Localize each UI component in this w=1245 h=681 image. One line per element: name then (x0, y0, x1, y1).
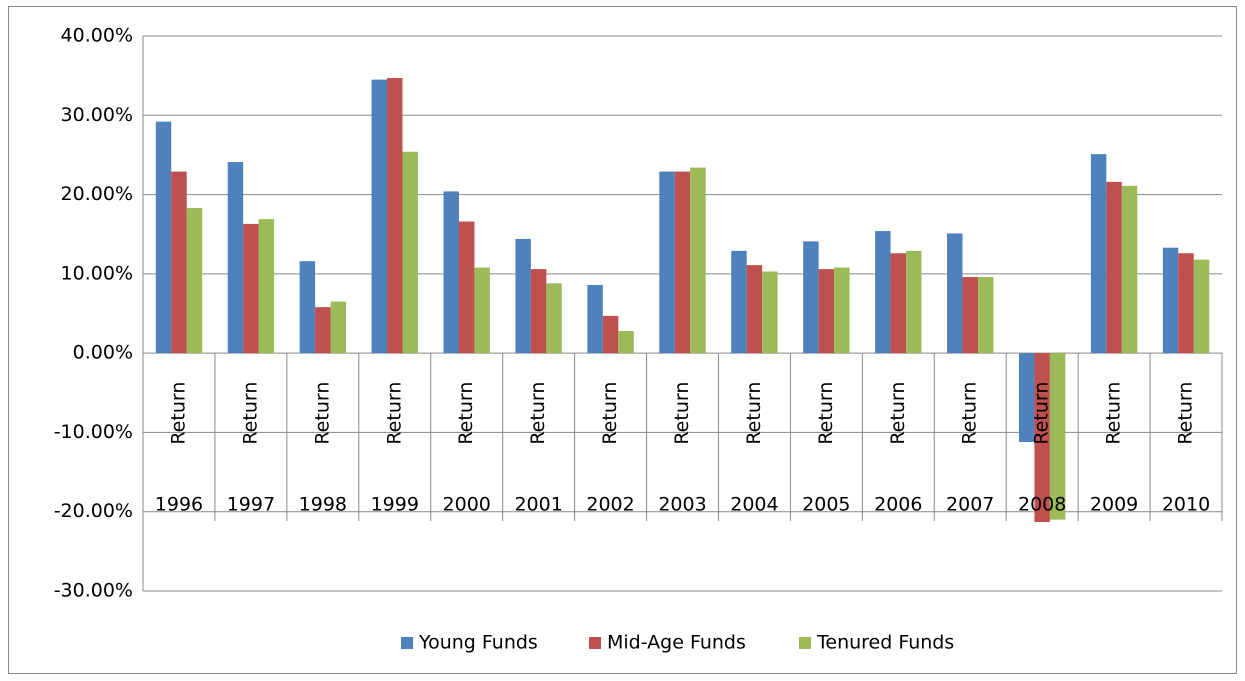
bar (659, 171, 675, 354)
x-sublabel: Return (671, 382, 693, 445)
x-tick-label: 1999 (371, 494, 419, 516)
legend-label: Mid-Age Funds (607, 632, 746, 654)
legend-swatch (589, 637, 601, 649)
bar (587, 284, 603, 354)
bar (371, 79, 388, 354)
bar (171, 171, 187, 354)
x-sublabel: Return (239, 382, 261, 445)
bar (330, 301, 347, 354)
bar (947, 233, 963, 354)
bar (875, 231, 891, 354)
bar (602, 315, 619, 354)
bar (402, 151, 418, 354)
x-tick-label: 1998 (299, 494, 347, 516)
bar (834, 267, 850, 354)
y-tick-label: -10.00% (54, 421, 133, 443)
x-sublabel: Return (959, 382, 981, 445)
bar (530, 269, 547, 354)
x-tick-label: 2003 (658, 494, 706, 516)
bar (818, 269, 835, 354)
x-tick-label: 2002 (586, 494, 634, 516)
bar (890, 253, 907, 354)
bar (546, 283, 562, 354)
bar (155, 121, 172, 354)
bar (1018, 353, 1035, 442)
bar (1193, 259, 1210, 354)
x-sublabel: Return (455, 382, 477, 445)
bar (299, 261, 316, 354)
y-tick-label: 0.00% (73, 342, 133, 364)
x-sublabel: Return (1031, 382, 1053, 445)
y-tick-label: 10.00% (61, 262, 133, 284)
x-tick-label: 2010 (1162, 494, 1210, 516)
x-tick-label: 1997 (227, 494, 275, 516)
x-sublabel: Return (311, 382, 333, 445)
x-tick-label: 2007 (946, 494, 994, 516)
bar (1121, 185, 1138, 354)
bar (906, 250, 922, 354)
x-tick-label: 2001 (514, 494, 562, 516)
bar (1178, 253, 1194, 354)
x-sublabel: Return (743, 382, 765, 445)
bar (458, 221, 475, 354)
bar (1106, 181, 1122, 354)
bar (243, 223, 259, 354)
bar (977, 277, 994, 354)
bar (674, 171, 691, 354)
y-tick-label: 40.00% (61, 25, 133, 47)
x-tick-label: 2009 (1090, 494, 1138, 516)
bar (962, 277, 978, 354)
x-tick-label: 2004 (730, 494, 778, 516)
x-sublabel: Return (815, 382, 837, 445)
x-sublabel: Return (383, 382, 405, 445)
bar (762, 271, 778, 354)
legend-swatch (799, 637, 811, 649)
x-sublabel: Return (1103, 382, 1125, 445)
bar (618, 330, 634, 354)
y-tick-label: -30.00% (54, 580, 133, 602)
bar (803, 241, 819, 354)
bar (1162, 247, 1179, 354)
bar (515, 238, 531, 354)
x-sublabel: Return (167, 382, 189, 445)
bar (186, 208, 203, 354)
bar (474, 267, 490, 354)
legend-label: Tenured Funds (816, 632, 954, 654)
x-sublabel: Return (599, 382, 621, 445)
y-tick-label: 20.00% (61, 183, 133, 205)
x-tick-label: 1996 (155, 494, 203, 516)
x-tick-label: 2006 (874, 494, 922, 516)
bar (315, 307, 331, 354)
x-sublabel: Return (527, 382, 549, 445)
x-sublabel: Return (887, 382, 909, 445)
bar (387, 78, 403, 354)
bar (1034, 353, 1050, 523)
bar (731, 250, 747, 354)
bar (746, 265, 763, 354)
legend-label: Young Funds (418, 632, 538, 654)
bar (258, 219, 275, 354)
bar (227, 162, 244, 354)
x-tick-label: 2005 (802, 494, 850, 516)
bar (443, 191, 459, 354)
x-tick-label: 2000 (443, 494, 491, 516)
legend-swatch (401, 637, 413, 649)
bar (1049, 353, 1066, 520)
bar (690, 167, 706, 354)
bar (1090, 154, 1107, 354)
x-sublabel: Return (1175, 382, 1197, 445)
y-tick-label: -20.00% (54, 500, 133, 522)
x-tick-label: 2008 (1018, 494, 1066, 516)
y-tick-label: 30.00% (61, 104, 133, 126)
